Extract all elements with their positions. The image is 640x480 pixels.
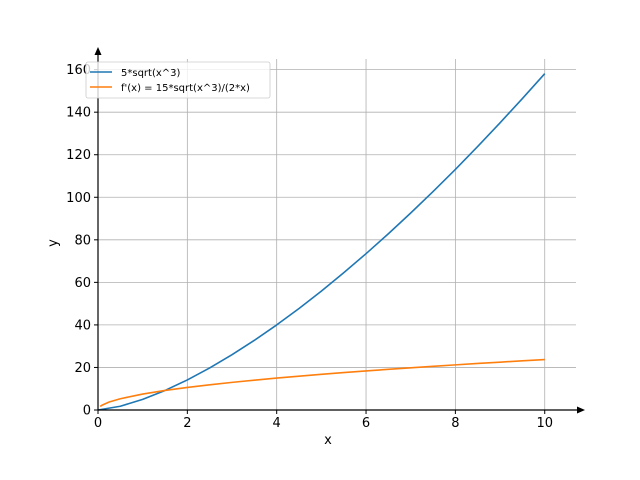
series-line-2 bbox=[99, 358, 545, 408]
x-axis-label: x bbox=[324, 433, 332, 448]
legend-label-series-1: 5*sqrt(x^3) bbox=[121, 68, 181, 79]
series-lines bbox=[97, 73, 546, 411]
axes bbox=[94, 47, 585, 414]
y-tick-label: 160 bbox=[66, 63, 91, 78]
y-axis-arrow bbox=[94, 47, 102, 55]
x-tick-label: 8 bbox=[451, 416, 459, 431]
series-line-1 bbox=[97, 73, 546, 411]
y-tick-label: 20 bbox=[74, 361, 91, 376]
x-tick-label: 2 bbox=[183, 416, 191, 431]
x-tick-label: 6 bbox=[362, 416, 370, 431]
legend-box bbox=[85, 61, 271, 99]
y-tick-label: 100 bbox=[66, 191, 91, 206]
x-axis-arrow bbox=[577, 406, 585, 414]
legend: 5*sqrt(x^3) f'(x) = 15*sqrt(x^3)/(2*x) bbox=[85, 61, 271, 99]
x-tick-label: 10 bbox=[536, 416, 553, 431]
x-tick-label: 0 bbox=[94, 416, 102, 431]
y-tick-label: 120 bbox=[66, 148, 91, 163]
y-tick-label: 40 bbox=[74, 318, 91, 333]
x-tick-label: 4 bbox=[273, 416, 281, 431]
y-tick-label: 140 bbox=[66, 106, 91, 121]
y-tick-label: 80 bbox=[74, 233, 91, 248]
legend-label-series-2: f'(x) = 15*sqrt(x^3)/(2*x) bbox=[121, 83, 250, 94]
grid bbox=[98, 59, 576, 410]
y-axis-label: y bbox=[46, 239, 61, 247]
y-tick-label: 60 bbox=[74, 276, 91, 291]
y-tick-label: 0 bbox=[83, 404, 91, 419]
